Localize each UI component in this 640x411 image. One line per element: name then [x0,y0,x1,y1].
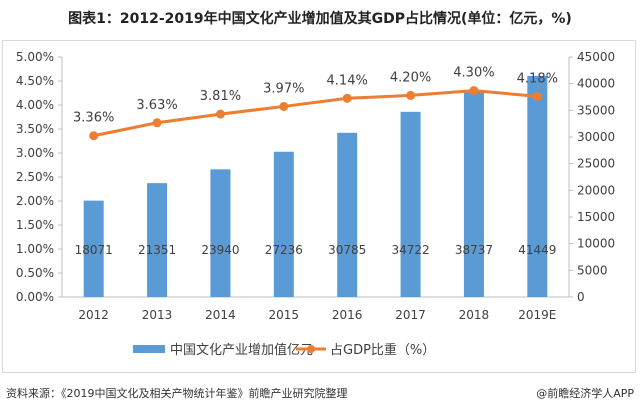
left-tick-label: 3.00% [16,146,54,160]
legend-line-marker [307,345,315,353]
line-value-label: 3.36% [73,111,114,126]
bar-value-label: 34722 [391,243,429,257]
left-tick-label: 2.50% [16,170,54,184]
right-tick-label: 20000 [577,183,615,197]
x-tick-label: 2014 [205,308,236,322]
line-series [93,89,538,138]
line-marker [152,118,162,128]
bar [273,151,294,297]
line-value-label: 3.81% [200,89,241,104]
line-value-label: 4.20% [390,70,431,85]
legend-bar-label: 中国文化产业增加值亿元 [170,342,313,358]
line-marker [215,109,225,119]
left-tick-label: 1.00% [16,242,54,256]
bar [210,169,231,297]
legend-bar-swatch [133,345,165,353]
chart-frame [2,40,636,373]
bar-value-label: 21351 [138,243,176,257]
right-tick-label: 40000 [577,77,615,91]
line-value-label: 4.14% [327,73,368,88]
line-value-label: 3.63% [136,98,177,113]
line-marker [342,93,352,103]
right-tick-label: 15000 [577,210,615,224]
bar [83,200,104,297]
right-tick-label: 30000 [577,130,615,144]
left-tick-label: 0.50% [16,266,54,280]
x-tick-label: 2018 [459,308,490,322]
x-tick-label: 2017 [395,308,426,322]
right-tick-label: 45000 [577,50,615,64]
left-tick-label: 5.00% [16,50,54,64]
bar [400,111,421,297]
legend-line-label: 占GDP比重（%） [330,342,435,358]
source-note: 资料来源：《2019中国文化及相关产物统计年鉴》前瞻产业研究院整理 [6,387,348,400]
bar [147,183,168,297]
x-tick-label: 2015 [269,308,300,322]
bar-value-label: 23940 [201,243,239,257]
bar-value-label: 41449 [518,243,556,257]
x-tick-label: 2019E [518,308,556,322]
bar-value-label: 18071 [75,243,113,257]
line-marker [469,86,479,96]
bar-value-label: 38737 [455,243,493,257]
right-tick-label: 35000 [577,103,615,117]
x-tick-label: 2013 [142,308,173,322]
bar [337,132,358,297]
right-tick-label: 25000 [577,157,615,171]
left-tick-label: 4.00% [16,98,54,112]
bar-value-label: 30785 [328,243,366,257]
bar-value-label: 27236 [265,243,303,257]
line-marker [406,90,416,100]
left-tick-label: 0.00% [16,290,54,304]
x-tick-label: 2016 [332,308,363,322]
bar [527,75,548,298]
line-marker [89,131,99,141]
left-tick-label: 1.50% [16,218,54,232]
right-tick-label: 5000 [577,263,608,277]
left-tick-label: 2.00% [16,194,54,208]
bar [463,90,484,297]
line-marker [279,101,289,111]
chart-title: 图表1：2012-2019年中国文化产业增加值及其GDP占比情况(单位：亿元，%… [68,11,572,27]
line-value-label: 4.30% [453,66,494,81]
line-marker [532,91,542,101]
right-tick-label: 10000 [577,237,615,251]
right-tick-label: 0 [577,290,585,304]
line-value-label: 3.97% [263,81,304,96]
line-value-label: 4.18% [517,71,558,86]
left-tick-label: 4.50% [16,74,54,88]
left-tick-label: 3.50% [16,122,54,136]
x-tick-label: 2012 [78,308,109,322]
credit-note: @前瞻经济学人APP [536,387,634,400]
